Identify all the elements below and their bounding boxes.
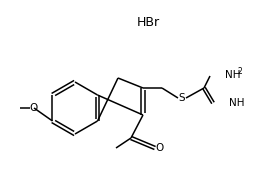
Text: O: O [30, 103, 38, 113]
Text: S: S [179, 93, 185, 103]
Text: NH: NH [229, 98, 245, 108]
Text: NH: NH [225, 70, 240, 80]
Text: 2: 2 [237, 68, 242, 76]
Text: O: O [156, 143, 164, 153]
Text: HBr: HBr [136, 16, 160, 29]
